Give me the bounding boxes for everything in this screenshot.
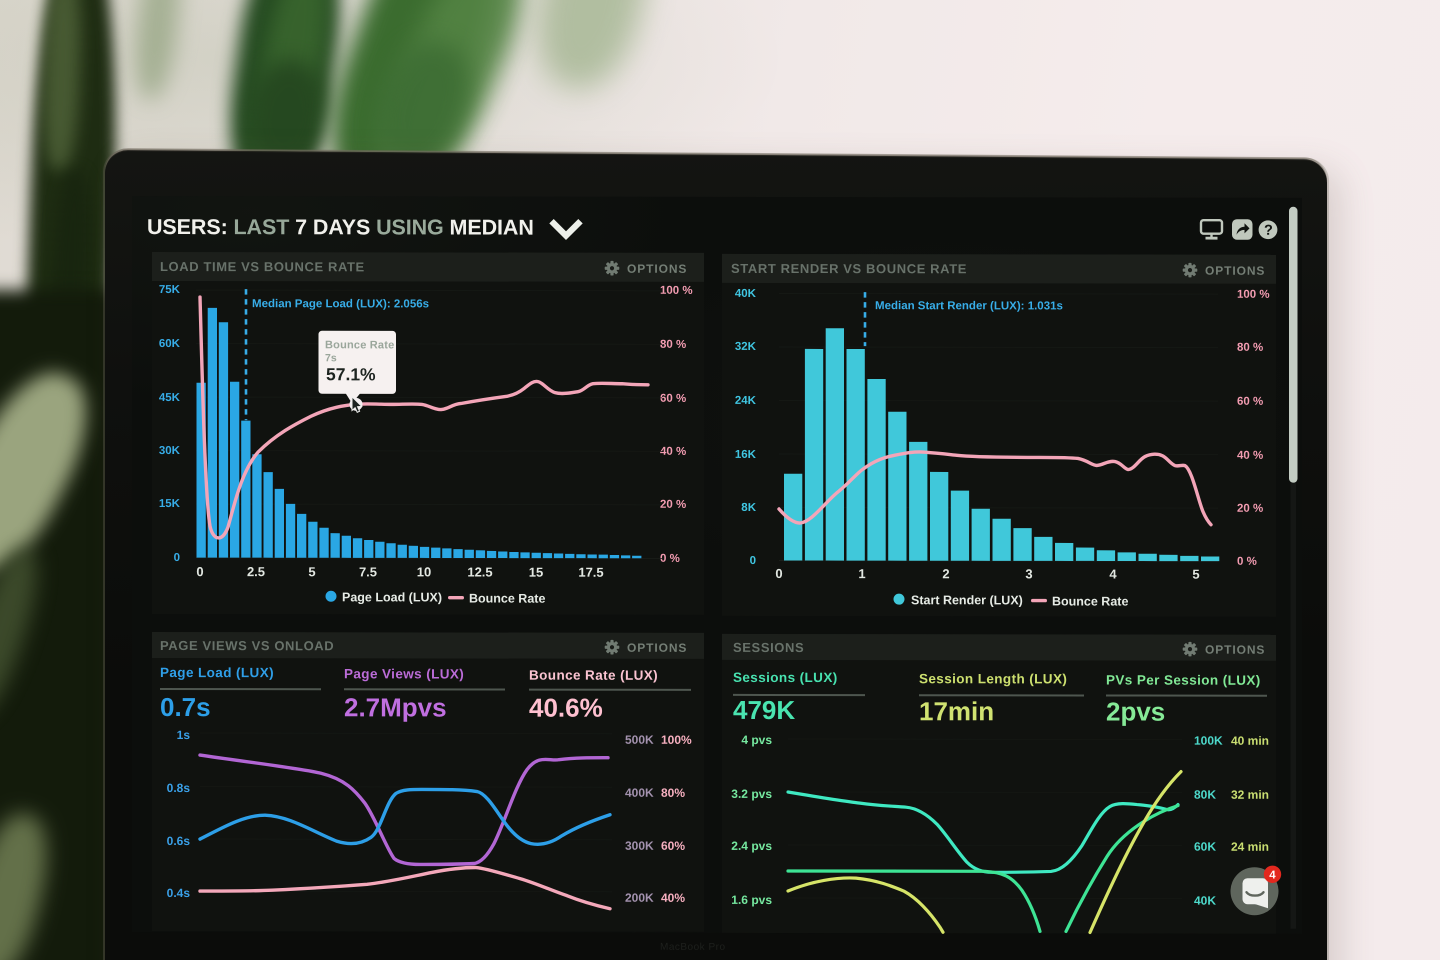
svg-text:?: ? — [1264, 223, 1273, 239]
svg-text:4: 4 — [1269, 870, 1276, 882]
